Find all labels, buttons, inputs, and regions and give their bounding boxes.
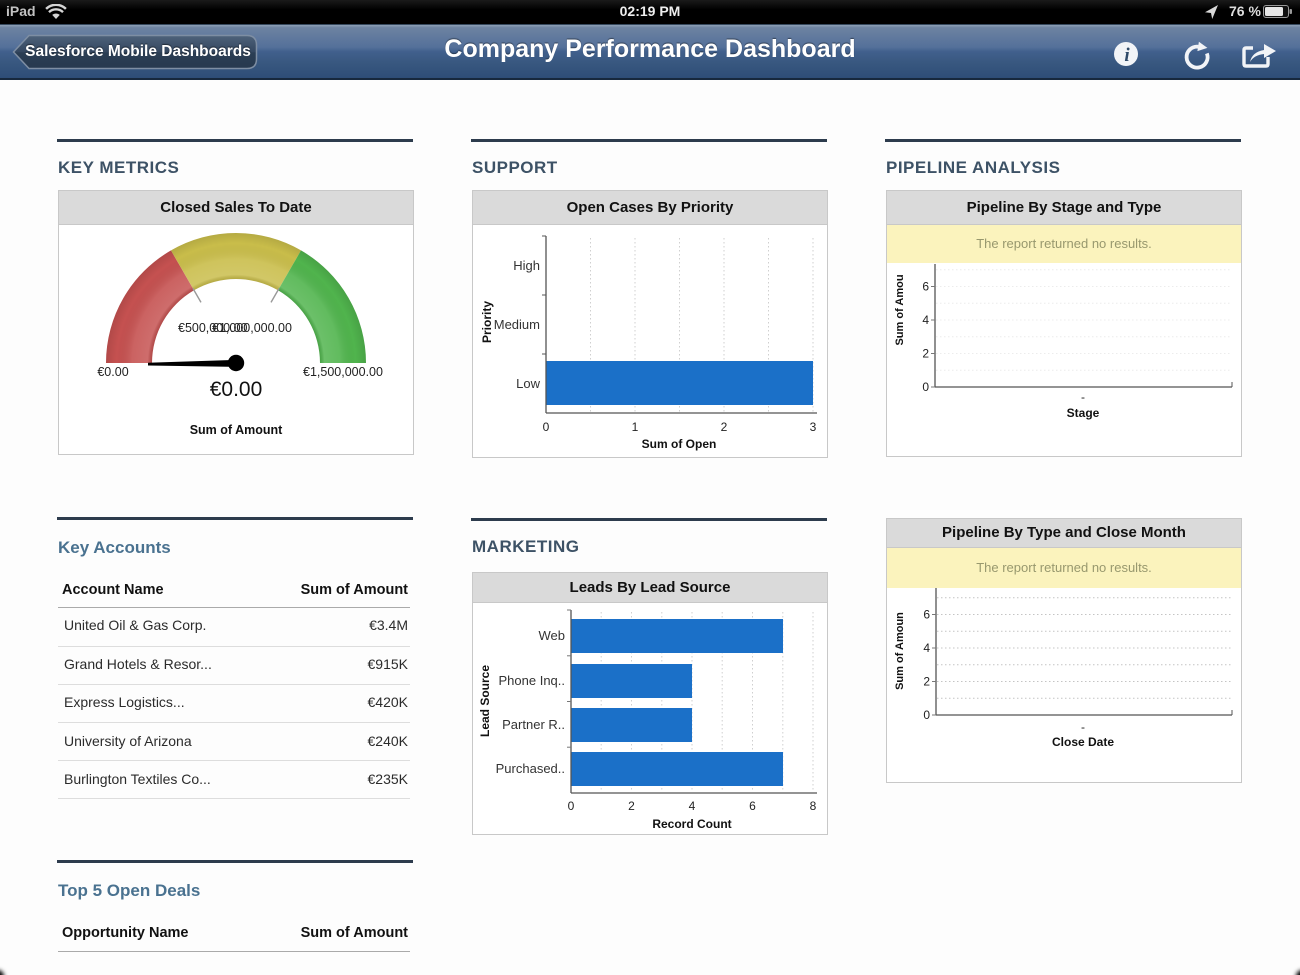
- svg-text:€0.00: €0.00: [210, 378, 263, 401]
- svg-text:2: 2: [923, 675, 930, 689]
- svg-text:8: 8: [810, 799, 817, 813]
- svg-text:Record Count: Record Count: [652, 817, 731, 831]
- svg-text:0: 0: [923, 708, 930, 722]
- svg-text:6: 6: [923, 608, 930, 622]
- svg-text:Lead Source: Lead Source: [478, 665, 492, 737]
- svg-text:-: -: [1081, 390, 1085, 404]
- svg-text:4: 4: [923, 641, 930, 655]
- svg-text:Phone Inq..: Phone Inq..: [499, 673, 566, 688]
- svg-text:Stage: Stage: [1067, 406, 1100, 420]
- svg-text:3: 3: [810, 420, 817, 434]
- svg-text:Medium: Medium: [494, 317, 540, 332]
- svg-text:0: 0: [543, 420, 550, 434]
- svg-text:Priority: Priority: [480, 301, 494, 343]
- svg-text:Sum of Open: Sum of Open: [642, 437, 717, 451]
- svg-text:€0.00: €0.00: [97, 365, 128, 379]
- svg-text:1: 1: [632, 420, 639, 434]
- svg-text:Partner R..: Partner R..: [502, 717, 565, 732]
- svg-text:Purchased..: Purchased..: [496, 761, 565, 776]
- svg-text:€500,000.00: €500,000.00: [178, 321, 248, 335]
- svg-text:Close Date: Close Date: [1052, 735, 1114, 749]
- svg-text:0: 0: [922, 380, 929, 394]
- svg-text:€1,000,000.00: €1,000,000.00: [212, 321, 292, 335]
- svg-text:2: 2: [922, 347, 929, 361]
- svg-text:Sum of Amou: Sum of Amou: [894, 274, 906, 345]
- svg-text:6: 6: [749, 799, 756, 813]
- svg-text:6: 6: [922, 280, 929, 294]
- svg-text:Sum of Amoun: Sum of Amoun: [894, 612, 906, 690]
- svg-text:Sum of Amount: Sum of Amount: [190, 423, 283, 437]
- svg-text:-: -: [1081, 720, 1085, 734]
- svg-text:4: 4: [689, 799, 696, 813]
- svg-text:i: i: [1124, 45, 1130, 66]
- svg-text:0: 0: [568, 799, 575, 813]
- svg-text:2: 2: [721, 420, 728, 434]
- svg-text:Web: Web: [539, 628, 566, 643]
- svg-text:€1,500,000.00: €1,500,000.00: [303, 365, 383, 379]
- svg-text:High: High: [513, 258, 540, 273]
- svg-text:4: 4: [922, 313, 929, 327]
- svg-text:Low: Low: [516, 376, 540, 391]
- svg-text:2: 2: [628, 799, 635, 813]
